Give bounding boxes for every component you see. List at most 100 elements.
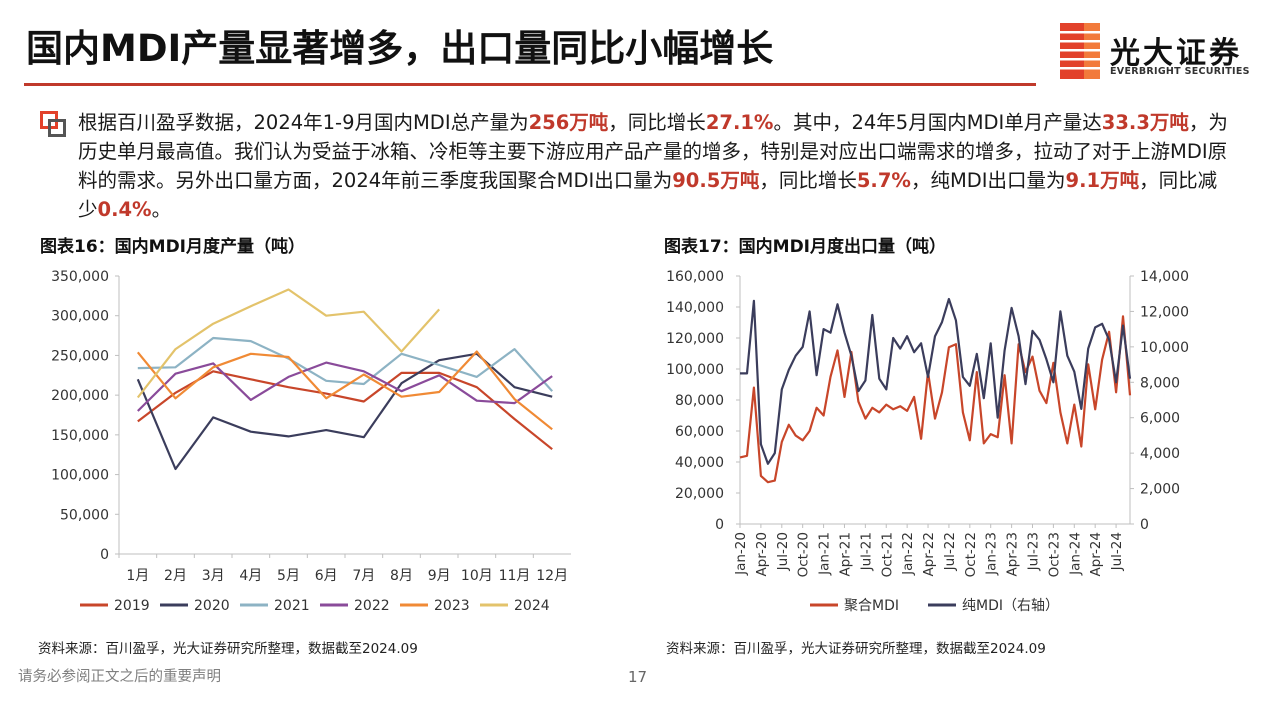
x-tick-label: 4月 — [239, 568, 262, 584]
legend-label-2019: 2019 — [114, 598, 150, 614]
legend-label-pure-mdi: 纯MDI（右轴） — [962, 598, 1059, 614]
left-y-tick-label: 40,000 — [675, 455, 724, 471]
x-tick-label: 5月 — [277, 568, 300, 584]
highlight-figure: 27.1% — [705, 111, 774, 134]
logo-english-name: EVERBRIGHT SECURITIES — [1110, 66, 1250, 77]
x-tick-label: 12月 — [536, 568, 568, 584]
left-y-tick-label: 0 — [715, 517, 724, 533]
paragraph-text: ，同比增长 — [608, 111, 706, 134]
paragraph-text: ，同比增长 — [759, 169, 857, 192]
x-tick-label: Oct-20 — [796, 532, 812, 577]
x-tick-label: Jan-23 — [984, 532, 1000, 576]
legend-label-2022: 2022 — [354, 598, 390, 614]
y-tick-label: 100,000 — [51, 468, 109, 484]
right-y-tick-label: 8,000 — [1140, 375, 1180, 391]
right-y-tick-label: 6,000 — [1140, 411, 1180, 427]
x-tick-label: Jan-21 — [817, 532, 833, 576]
paragraph-text: ，同比减少 — [78, 169, 1218, 221]
paragraph-text: 。 — [151, 198, 172, 221]
x-tick-label: Jan-20 — [733, 532, 749, 576]
left-y-tick-label: 60,000 — [675, 424, 724, 440]
series-line-pure-mdi — [740, 297, 1132, 465]
legend-label-2021: 2021 — [274, 598, 310, 614]
left-y-tick-label: 160,000 — [666, 269, 724, 285]
fig17-source: 资料来源：百川盈孚，光大证券研究所整理，数据截至2024.09 — [666, 641, 1046, 657]
highlight-figure: 33.3万吨 — [1101, 111, 1189, 134]
fig16-source: 资料来源：百川盈孚，光大证券研究所整理，数据截至2024.09 — [38, 641, 418, 657]
left-y-tick-label: 20,000 — [675, 486, 724, 502]
left-y-tick-label: 120,000 — [666, 331, 724, 347]
y-tick-label: 50,000 — [60, 507, 109, 523]
left-y-tick-label: 140,000 — [666, 300, 724, 316]
everbright-logo: 光大证券 EVERBRIGHT SECURITIES — [1058, 22, 1268, 82]
y-tick-label: 300,000 — [51, 309, 109, 325]
highlight-figure: 90.5万吨 — [672, 169, 760, 192]
paragraph-text: ，纯MDI出口量为 — [910, 169, 1066, 192]
right-y-tick-label: 12,000 — [1140, 304, 1189, 320]
series-line-2019 — [137, 370, 553, 451]
chart-mdi-monthly-export: 0 20,000 40,000 60,000 80,000 100,000 120,000 1… — [666, 269, 1189, 614]
x-tick-label: Jul-23 — [1026, 532, 1042, 571]
x-tick-label: Apr-21 — [837, 532, 853, 577]
page-number: 17 — [628, 668, 648, 686]
title-underline — [24, 83, 1036, 86]
bullet-square-icon — [40, 111, 66, 137]
left-y-tick-label: 80,000 — [675, 393, 724, 409]
logo-chinese-name: 光大证券 — [1110, 36, 1242, 71]
right-y-tick-label: 10,000 — [1140, 340, 1189, 356]
x-tick-label: 3月 — [202, 568, 225, 584]
x-tick-label: Jan-24 — [1067, 532, 1083, 576]
highlight-figure: 0.4% — [97, 198, 152, 221]
x-tick-label: 7月 — [352, 568, 375, 584]
x-tick-label: Apr-20 — [754, 532, 770, 577]
page-title: 国内MDI产量显著增多，出口量同比小幅增长 — [26, 27, 774, 70]
x-tick-label: Jan-22 — [900, 532, 916, 576]
fig17-title: 图表17：国内MDI月度出口量（吨） — [664, 237, 947, 257]
fig16-title: 图表16：国内MDI月度产量（吨） — [40, 237, 306, 257]
x-tick-label: 6月 — [315, 568, 338, 584]
right-y-tick-label: 2,000 — [1140, 482, 1180, 498]
legend-label-2024: 2024 — [514, 598, 550, 614]
right-y-tick-label: 14,000 — [1140, 269, 1189, 285]
x-tick-label: Jul-24 — [1109, 532, 1125, 571]
highlight-figure: 256万吨 — [528, 111, 609, 134]
x-tick-label: Oct-23 — [1046, 532, 1062, 577]
x-tick-label: Oct-21 — [879, 532, 895, 577]
series-line-2023 — [136, 350, 553, 431]
right-y-tick-label: 0 — [1140, 517, 1149, 533]
x-tick-label: 1月 — [126, 568, 149, 584]
highlight-figure: 9.1万吨 — [1065, 169, 1140, 192]
x-tick-label: 10月 — [461, 568, 493, 584]
summary-paragraph: 根据百川盈孚数据，2024年1-9月国内MDI总产量为256万吨，同比增长27.… — [78, 108, 1228, 224]
x-tick-label: 2月 — [164, 568, 187, 584]
y-tick-label: 150,000 — [51, 428, 109, 444]
disclaimer-note: 请务必参阅正文之后的重要声明 — [18, 669, 221, 685]
x-tick-label: Apr-23 — [1005, 532, 1021, 577]
series-line-2024 — [136, 288, 441, 399]
paragraph-text: 。其中，24年5月国内MDI单月产量达 — [773, 111, 1102, 134]
series-line-2022 — [137, 361, 553, 412]
paragraph-text: 根据百川盈孚数据，2024年1-9月国内MDI总产量为 — [78, 111, 529, 134]
x-tick-label: Jul-22 — [942, 532, 958, 571]
x-tick-label: Oct-22 — [963, 532, 979, 577]
chart-mdi-monthly-production: 0 50,000 100,000 150,000 200,000 250,000 300,0… — [51, 269, 571, 614]
x-tick-label: 9月 — [428, 568, 451, 584]
right-y-tick-label: 4,000 — [1140, 446, 1180, 462]
legend-label-2020: 2020 — [194, 598, 230, 614]
paragraph-text: ，为历史单月最高值。我们认为受益于冰箱、冷柜等主要下游应用产品产量的增多，特别是… — [78, 111, 1228, 192]
y-tick-label: 0 — [100, 547, 109, 563]
x-tick-label: 11月 — [499, 568, 531, 584]
x-tick-label: 8月 — [390, 568, 413, 584]
x-tick-label: Apr-24 — [1088, 532, 1104, 577]
series-line-2021 — [137, 336, 554, 392]
x-tick-label: Apr-22 — [921, 532, 937, 577]
legend-label-2023: 2023 — [434, 598, 470, 614]
left-y-tick-label: 100,000 — [666, 362, 724, 378]
y-tick-label: 350,000 — [51, 269, 109, 285]
x-tick-label: Jul-20 — [775, 532, 791, 571]
y-tick-label: 200,000 — [51, 388, 109, 404]
series-line-2020 — [136, 352, 553, 471]
everbright-logo-icon — [1058, 22, 1102, 80]
y-tick-label: 250,000 — [51, 348, 109, 364]
series-line-polymeric-mdi — [739, 315, 1132, 484]
